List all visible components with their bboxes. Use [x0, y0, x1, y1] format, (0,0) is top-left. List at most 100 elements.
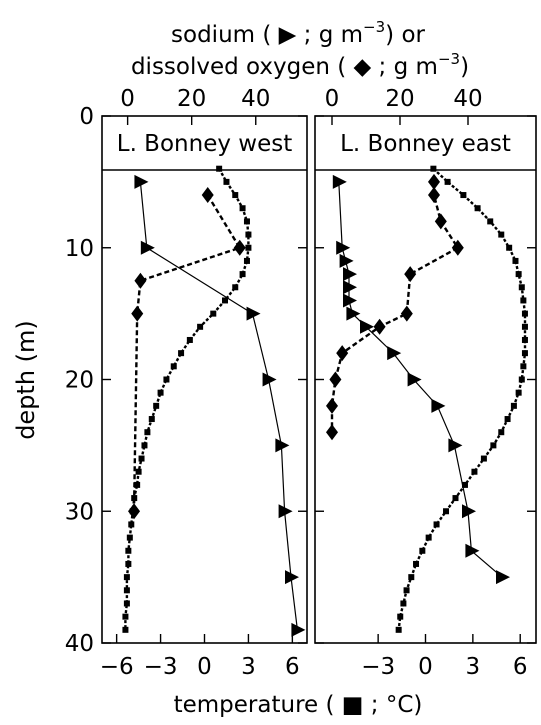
marker-temperature: [515, 271, 522, 278]
marker-temperature: [425, 534, 432, 541]
marker-temperature: [419, 547, 426, 554]
marker-dissolved-oxygen: [451, 239, 464, 256]
marker-temperature: [498, 231, 505, 238]
marker-temperature: [243, 257, 250, 264]
marker-dissolved-oxygen: [201, 187, 214, 204]
marker-sodium: [343, 280, 357, 295]
marker-temperature: [400, 600, 407, 607]
marker-dissolved-oxygen: [373, 318, 386, 335]
marker-sodium: [360, 319, 374, 334]
marker-temperature: [487, 218, 494, 225]
top-title-1-sup: −3: [363, 18, 385, 36]
marker-temperature: [471, 468, 478, 475]
marker-sodium: [465, 543, 480, 558]
marker-temperature: [518, 376, 525, 383]
marker-temperature: [510, 402, 517, 409]
marker-temperature: [518, 284, 525, 291]
marker-temperature: [232, 284, 239, 291]
marker-temperature: [157, 389, 164, 396]
marker-temperature: [125, 547, 132, 554]
bottom-axis-title: temperature ( ■ ; °C): [174, 692, 423, 718]
marker-temperature: [197, 323, 204, 330]
marker-temperature: [153, 402, 160, 409]
marker-temperature: [504, 416, 511, 423]
marker-sodium: [291, 622, 306, 637]
marker-temperature: [460, 192, 467, 199]
marker-temperature: [452, 495, 459, 502]
top-title-2-sup: −3: [438, 50, 460, 68]
x-top-tick-label: 40: [453, 86, 482, 112]
marker-temperature: [138, 455, 145, 462]
y-tick-label: 10: [65, 236, 94, 262]
marker-temperature: [210, 310, 217, 317]
marker-temperature: [520, 363, 527, 370]
marker-dissolved-oxygen: [404, 266, 417, 283]
panel-frame: [314, 115, 537, 644]
marker-dissolved-oxygen: [400, 305, 413, 322]
x-bottom-tick-label: −3: [361, 654, 395, 680]
marker-dissolved-oxygen: [336, 345, 349, 362]
top-title-1-main: sodium ( ▶ ; g m: [171, 22, 363, 48]
marker-temperature: [413, 560, 420, 567]
marker-temperature: [134, 481, 141, 488]
marker-temperature: [403, 587, 410, 594]
marker-temperature: [512, 257, 519, 264]
marker-sodium: [462, 504, 476, 519]
marker-temperature: [515, 389, 522, 396]
marker-temperature: [506, 244, 513, 251]
x-bottom-tick-label: 0: [418, 654, 433, 680]
marker-temperature: [245, 244, 252, 251]
x-top-tick-label: 0: [325, 86, 340, 112]
marker-sodium: [278, 504, 293, 519]
marker-temperature: [123, 587, 130, 594]
series-line-temperature: [397, 167, 527, 630]
marker-temperature: [521, 336, 528, 343]
marker-temperature: [216, 165, 223, 172]
marker-sodium: [343, 293, 357, 308]
marker-sodium: [284, 570, 299, 585]
marker-temperature: [135, 468, 142, 475]
marker-sodium: [346, 306, 361, 321]
top-title-2-main: dissolved oxygen ( ◆ ; g m: [131, 54, 438, 80]
x-bottom-tick-label: 6: [285, 654, 300, 680]
marker-temperature: [521, 350, 528, 357]
marker-dissolved-oxygen: [128, 503, 141, 520]
x-bottom-tick-label: 6: [513, 654, 528, 680]
marker-temperature: [222, 297, 228, 304]
marker-temperature: [123, 574, 130, 581]
marker-temperature: [163, 376, 170, 383]
x-bottom-tick-label: 3: [241, 654, 256, 680]
marker-dissolved-oxygen: [434, 213, 447, 230]
marker-temperature: [397, 613, 404, 620]
marker-sodium: [343, 267, 357, 282]
marker-sodium: [496, 570, 510, 585]
marker-temperature: [474, 205, 481, 212]
x-top-tick-label: 20: [177, 86, 206, 112]
marker-temperature: [433, 521, 440, 528]
panel-title: L. Bonney east: [340, 131, 511, 157]
marker-temperature: [490, 442, 497, 449]
top-axis-title-line2: dissolved oxygen ( ◆ ; g m−3): [131, 50, 469, 80]
marker-dissolved-oxygen: [131, 305, 144, 322]
marker-temperature: [148, 416, 155, 423]
y-axis-title: depth (m): [12, 320, 40, 440]
marker-temperature: [444, 178, 451, 185]
marker-temperature: [126, 534, 133, 541]
marker-temperature: [144, 429, 151, 436]
x-bottom-tick-label: −3: [144, 654, 178, 680]
marker-sodium: [387, 346, 402, 361]
marker-sodium: [140, 240, 155, 255]
marker-sodium: [275, 438, 290, 453]
top-title-1-end: ) or: [385, 22, 425, 48]
panel-title: L. Bonney west: [117, 131, 292, 157]
marker-temperature: [520, 297, 527, 304]
marker-temperature: [521, 310, 528, 317]
marker-temperature: [239, 205, 246, 212]
marker-dissolved-oxygen: [329, 371, 342, 388]
y-tick-label: 40: [65, 631, 94, 657]
marker-sodium: [336, 240, 351, 255]
marker-temperature: [178, 350, 185, 357]
marker-temperature: [131, 495, 138, 502]
